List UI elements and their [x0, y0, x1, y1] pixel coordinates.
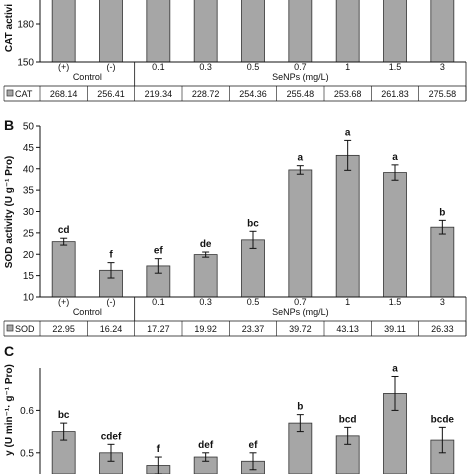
significance-letter: bcd: [339, 414, 357, 425]
legend-label: CAT: [15, 89, 33, 99]
legend-swatch: [6, 324, 14, 332]
y-tick-label: 50: [23, 122, 35, 133]
significance-letter: ef: [154, 246, 164, 257]
group-label-control: Control: [73, 72, 102, 82]
y-tick-label: 40: [23, 164, 35, 175]
table-value: 219.34: [145, 89, 173, 99]
bar-a-1: [99, 0, 123, 63]
x-tick-label: 0.5: [247, 297, 260, 307]
significance-letter: b: [297, 402, 303, 413]
table-value: 43.13: [336, 324, 359, 334]
x-tick-label: 1.5: [389, 62, 402, 72]
x-tick-label: 0.3: [199, 297, 212, 307]
table-value: 39.11: [384, 324, 406, 334]
x-tick-label: 1: [345, 297, 350, 307]
table-value: 39.72: [289, 324, 312, 334]
table-value: 22.95: [52, 324, 75, 334]
x-tick-label: 3: [440, 62, 445, 72]
legend-label: SOD: [15, 324, 35, 334]
bar-b-6: [335, 154, 360, 298]
bar-a-4: [241, 0, 265, 63]
y-tick-label: 30: [23, 207, 35, 218]
y-axis-label: CAT activi: [4, 4, 15, 52]
y-tick-label: 45: [23, 143, 35, 154]
y-tick-label: 35: [23, 186, 35, 197]
y-tick-label: 20: [23, 250, 35, 261]
bar-b-0: [51, 241, 76, 298]
panel-letter-c: C: [4, 343, 14, 359]
y-tick-label: 0.6: [20, 406, 34, 417]
bar-b-3: [193, 254, 218, 298]
x-tick-label: 0.1: [152, 297, 165, 307]
bar-a-8: [430, 0, 455, 63]
significance-letter: f: [109, 250, 113, 261]
significance-letter: a: [345, 127, 351, 138]
group-label-senps: SeNPs (mg/L): [272, 307, 329, 317]
y-tick-label: 180: [17, 20, 34, 31]
table-value: 16.24: [100, 324, 123, 334]
y-tick-label: 10: [23, 293, 35, 304]
y-tick-label: 25: [23, 228, 35, 239]
significance-letter: f: [157, 444, 161, 455]
y-tick-label: 15: [23, 271, 35, 282]
table-value: 275.58: [429, 89, 457, 99]
legend-swatch: [6, 89, 14, 97]
x-tick-label: 0.3: [199, 62, 212, 72]
significance-letter: de: [200, 239, 212, 250]
bar-a-0: [51, 0, 76, 63]
x-tick-label: 0.5: [247, 62, 260, 72]
x-tick-label: (+): [58, 297, 69, 307]
table-value: 261.83: [381, 89, 409, 99]
significance-letter: bc: [247, 218, 259, 229]
table-value: 26.33: [431, 324, 454, 334]
bar-a-2: [146, 0, 171, 63]
table-value: 19.92: [194, 324, 217, 334]
table-value: 254.36: [239, 89, 267, 99]
significance-letter: b: [439, 207, 445, 218]
y-tick-label: 0.5: [20, 448, 34, 459]
group-label-control: Control: [73, 307, 102, 317]
table-value: 23.37: [242, 324, 265, 334]
bar-b-7: [383, 172, 407, 298]
table-value: 256.41: [97, 89, 125, 99]
significance-letter: a: [392, 152, 398, 163]
y-axis-label: SOD activity (U g⁻¹ Pro): [4, 156, 15, 269]
significance-letter: ef: [249, 440, 259, 451]
significance-letter: bc: [58, 410, 70, 421]
bar-a-7: [383, 0, 407, 63]
bar-a-5: [288, 0, 313, 63]
significance-letter: cd: [58, 225, 70, 236]
bar-b-8: [430, 226, 455, 298]
significance-letter: a: [392, 363, 398, 374]
table-value: 228.72: [192, 89, 220, 99]
significance-letter: bcde: [431, 414, 455, 425]
bar-b-5: [288, 169, 313, 298]
significance-letter: def: [198, 440, 214, 451]
table-value: 255.48: [287, 89, 315, 99]
bar-a-6: [335, 0, 360, 63]
x-tick-label: 1: [345, 62, 350, 72]
table-value: 253.68: [334, 89, 362, 99]
significance-letter: a: [298, 153, 304, 164]
x-tick-label: (-): [107, 297, 116, 307]
x-tick-label: 0.7: [294, 297, 307, 307]
x-tick-label: (+): [58, 62, 69, 72]
x-tick-label: 1.5: [389, 297, 402, 307]
x-tick-label: 0.1: [152, 62, 165, 72]
significance-letter: cdef: [101, 431, 122, 442]
x-tick-label: 3: [440, 297, 445, 307]
table-value: 268.14: [50, 89, 78, 99]
panel-letter-b: B: [4, 117, 14, 133]
y-tick-label: 150: [17, 58, 34, 69]
bar-a-3: [193, 0, 218, 63]
group-label-senps: SeNPs (mg/L): [272, 72, 329, 82]
x-tick-label: (-): [107, 62, 116, 72]
x-tick-label: 0.7: [294, 62, 307, 72]
table-value: 17.27: [147, 324, 170, 334]
y-axis-label: y (U min⁻¹· g⁻¹ Pro): [4, 364, 15, 456]
